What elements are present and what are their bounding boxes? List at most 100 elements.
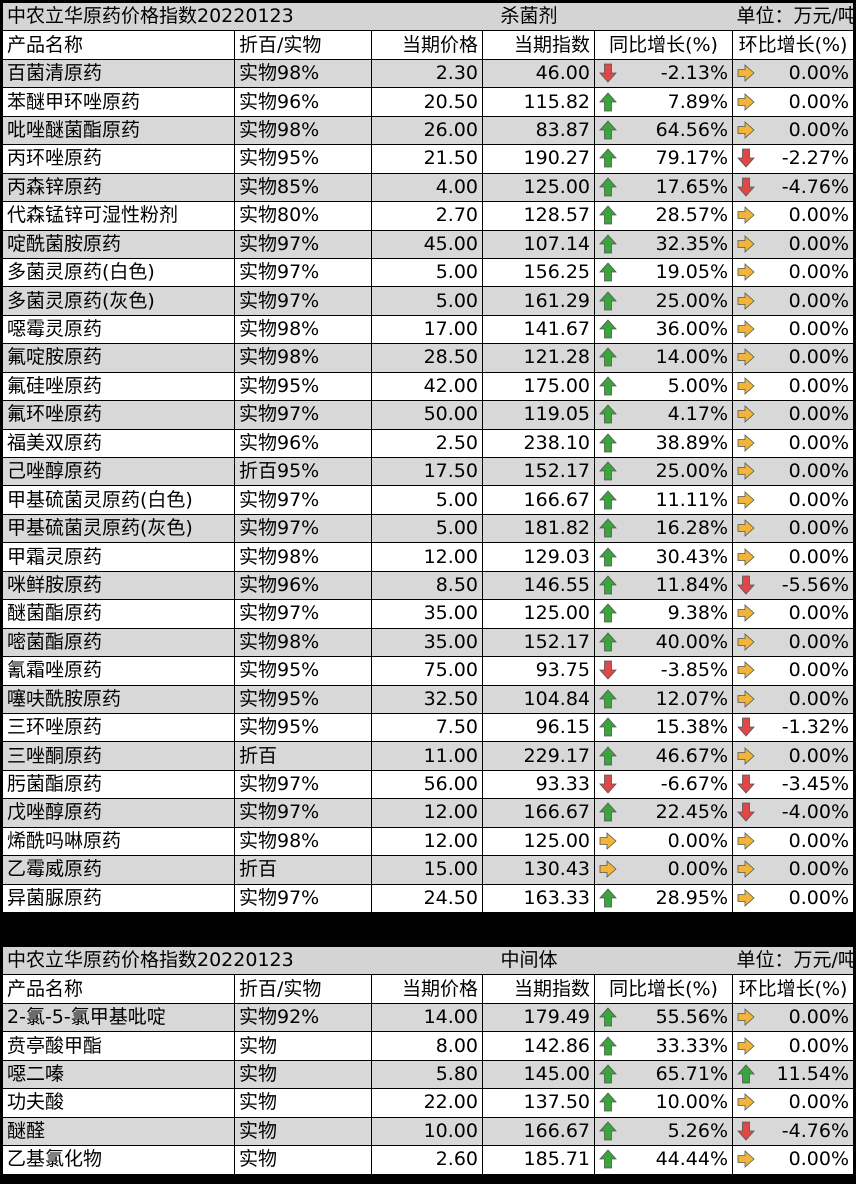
mom-change: 0.00% [788, 431, 850, 454]
yoy-change-cell: 32.35% [593, 229, 734, 259]
current-index: 145.00 [482, 1059, 595, 1090]
header-yoy: 同比增长(%) [593, 30, 734, 60]
arrow-right-icon [737, 206, 755, 225]
product-name: 甲基硫菌灵原药(白色) [2, 485, 235, 515]
table-header-row: 产品名称 折百/实物 当期价格 当期指数 同比增长(%) 环比增长(%) [2, 30, 855, 60]
arrow-up-icon [599, 1007, 617, 1027]
product-name: 多菌灵原药(灰色) [2, 286, 235, 316]
arrow-right-icon [737, 291, 755, 310]
spec: 实物96% [234, 570, 372, 601]
spec: 实物97% [234, 883, 372, 914]
arrow-right-icon [737, 377, 755, 395]
mom-change-cell: 0.00% [732, 87, 855, 117]
header-mom: 环比增长(%) [732, 974, 855, 1004]
product-name: 三唑酮原药 [2, 741, 235, 771]
mom-change: 0.00% [788, 62, 850, 85]
mom-change: 0.00% [788, 630, 850, 653]
product-name: 肟菌酯原药 [2, 769, 235, 800]
current-price: 42.00 [371, 371, 483, 402]
table-row: 三唑酮原药 折百 11.00 229.17 46.67% 0.00% [2, 741, 855, 771]
yoy-change-cell: 30.43% [593, 542, 734, 572]
spec: 实物97% [234, 400, 372, 430]
current-index: 175.00 [482, 371, 595, 402]
mom-change-cell: 0.00% [732, 1088, 855, 1118]
spec: 实物97% [234, 257, 372, 288]
table-row: 2-氯-5-氯甲基吡啶 实物92% 14.00 179.49 55.56% 0.00% [2, 1002, 855, 1033]
arrow-up-icon [599, 461, 617, 481]
spec: 实物85% [234, 172, 372, 203]
current-index: 128.57 [482, 201, 595, 231]
yoy-change: 65.71% [655, 1062, 729, 1085]
current-price: 35.00 [371, 627, 483, 658]
arrow-up-icon [599, 1064, 617, 1084]
current-index: 130.43 [482, 855, 595, 885]
spec: 实物97% [234, 485, 372, 515]
header-mom: 环比增长(%) [732, 30, 855, 60]
arrow-up-icon [599, 888, 617, 908]
arrow-right-icon [737, 1150, 755, 1169]
current-price: 2.30 [371, 58, 483, 89]
current-index: 96.15 [482, 712, 595, 743]
table-row: 贲亭酸甲酯 实物 8.00 142.86 33.33% 0.00% [2, 1031, 855, 1061]
arrow-right-icon [737, 1036, 755, 1055]
current-price: 12.00 [371, 542, 483, 572]
yoy-change: 28.95% [655, 886, 729, 909]
yoy-change-cell: 44.44% [593, 1145, 734, 1175]
mom-change: 0.00% [788, 488, 850, 511]
yoy-change-cell: 22.45% [593, 798, 734, 828]
yoy-change: 0.00% [667, 858, 729, 881]
spec: 实物95% [234, 684, 372, 714]
arrow-up-icon [599, 745, 617, 765]
mom-change: 0.00% [788, 687, 850, 710]
spec: 实物95% [234, 656, 372, 686]
mom-change-cell: 0.00% [732, 684, 855, 714]
mom-change-cell: -1.32% [732, 712, 855, 743]
table-row: 甲基硫菌灵原药(灰色) 实物97% 5.00 181.82 16.28% 0.00% [2, 513, 855, 544]
yoy-change-cell: 55.56% [593, 1002, 734, 1033]
mom-change: 0.00% [788, 403, 850, 426]
mom-change-cell: 0.00% [732, 115, 855, 146]
arrow-up-icon [599, 1121, 617, 1141]
spec: 实物95% [234, 371, 372, 402]
yoy-change-cell: 0.00% [593, 855, 734, 885]
mom-change: 0.00% [788, 261, 850, 284]
mom-change: 0.00% [788, 318, 850, 341]
mom-change-cell: 0.00% [732, 1145, 855, 1175]
mom-change-cell: 0.00% [732, 741, 855, 771]
yoy-change: 64.56% [655, 118, 729, 141]
yoy-change-cell: 0.00% [593, 826, 734, 857]
arrow-up-icon [599, 518, 617, 538]
arrow-up-icon [599, 802, 617, 822]
yoy-change: -3.85% [660, 659, 729, 682]
mom-change-cell: -2.27% [732, 144, 855, 174]
yoy-change: 7.89% [667, 90, 729, 113]
current-index: 161.29 [482, 286, 595, 316]
yoy-change: 5.26% [667, 1119, 729, 1142]
current-price: 26.00 [371, 115, 483, 146]
mom-change: 0.00% [788, 1006, 850, 1029]
spec: 实物 [234, 1031, 372, 1061]
table-row: 氰霜唑原药 实物95% 75.00 93.75 -3.85% 0.00% [2, 656, 855, 686]
yoy-change-cell: 40.00% [593, 627, 734, 658]
arrow-right-icon [599, 832, 617, 850]
table-title-row: 中农立华原药价格指数20220123 杀菌剂 单位：万元/吨 [2, 1, 855, 32]
header-yoy: 同比增长(%) [593, 974, 734, 1004]
arrow-right-icon [737, 1008, 755, 1026]
current-price: 75.00 [371, 656, 483, 686]
current-index: 46.00 [482, 58, 595, 89]
mom-change: 0.00% [788, 204, 850, 227]
yoy-change: 9.38% [667, 602, 729, 625]
product-name: 异菌脲原药 [2, 883, 235, 914]
yoy-change: 12.07% [655, 687, 729, 710]
arrow-right-icon [737, 689, 755, 708]
header-spec: 折百/实物 [234, 30, 372, 60]
spec: 实物98% [234, 58, 372, 89]
current-price: 12.00 [371, 826, 483, 857]
yoy-change: 4.17% [667, 403, 729, 426]
current-price: 20.50 [371, 87, 483, 117]
arrow-down-icon [737, 803, 755, 823]
table-row: 百菌清原药 实物98% 2.30 46.00 -2.13% 0.00% [2, 58, 855, 89]
yoy-change: 16.28% [655, 517, 729, 540]
current-price: 2.50 [371, 428, 483, 459]
current-price: 45.00 [371, 229, 483, 259]
